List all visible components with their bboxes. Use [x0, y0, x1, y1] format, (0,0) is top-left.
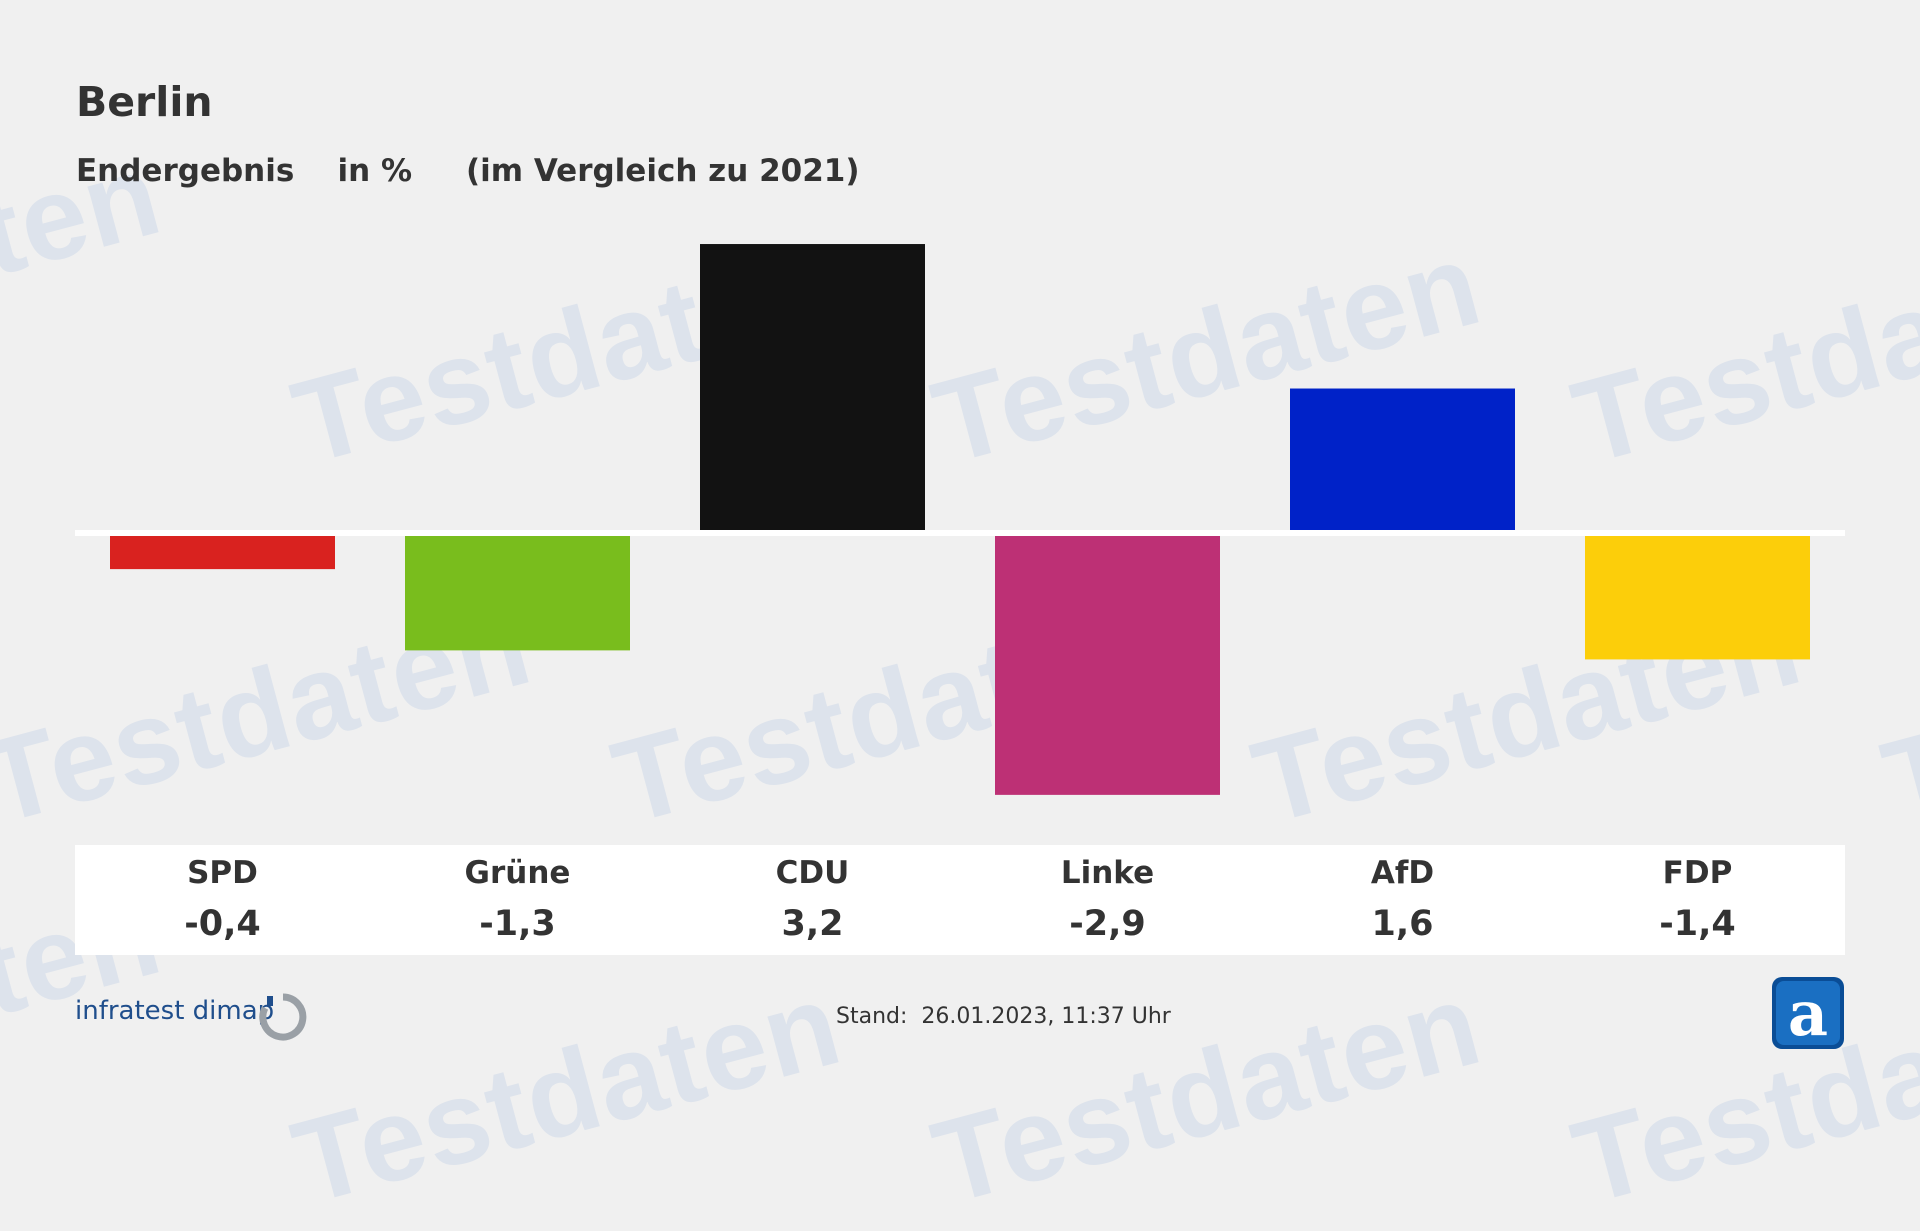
a-app-icon[interactable]: a: [1770, 975, 1846, 1051]
brand-logo-text: infratest dimap: [75, 996, 275, 1026]
chart-subtitle: Endergebnis in % (im Vergleich zu 2021): [76, 153, 860, 189]
party-value-grüne: -1,3: [479, 904, 556, 944]
bar-cdu: [700, 244, 925, 534]
bar-chart: [75, 244, 1845, 795]
party-label-linke: Linke: [1060, 855, 1155, 891]
party-label-afd: AfD: [1370, 855, 1435, 891]
bar-afd: [1290, 388, 1515, 533]
chart-title: Berlin: [76, 78, 213, 126]
party-label-spd: SPD: [187, 855, 258, 891]
party-value-cdu: 3,2: [781, 904, 844, 944]
party-value-spd: -0,4: [184, 904, 261, 944]
infratest-dimap-logo-icon: [259, 993, 307, 1041]
results-table: [75, 845, 1845, 955]
bar-spd: [110, 533, 335, 570]
party-value-afd: 1,6: [1371, 904, 1434, 944]
party-label-grüne: Grüne: [464, 855, 571, 891]
party-label-fdp: FDP: [1662, 855, 1733, 891]
svg-text:a: a: [1788, 977, 1828, 1050]
party-label-cdu: CDU: [775, 855, 850, 891]
bar-grüne: [405, 533, 630, 651]
timestamp: Stand: 26.01.2023, 11:37 Uhr: [836, 1004, 1171, 1029]
party-value-linke: -2,9: [1069, 904, 1146, 944]
bar-fdp: [1585, 533, 1810, 660]
bar-linke: [995, 533, 1220, 795]
party-value-fdp: -1,4: [1659, 904, 1736, 944]
zero-baseline: [75, 530, 1845, 536]
